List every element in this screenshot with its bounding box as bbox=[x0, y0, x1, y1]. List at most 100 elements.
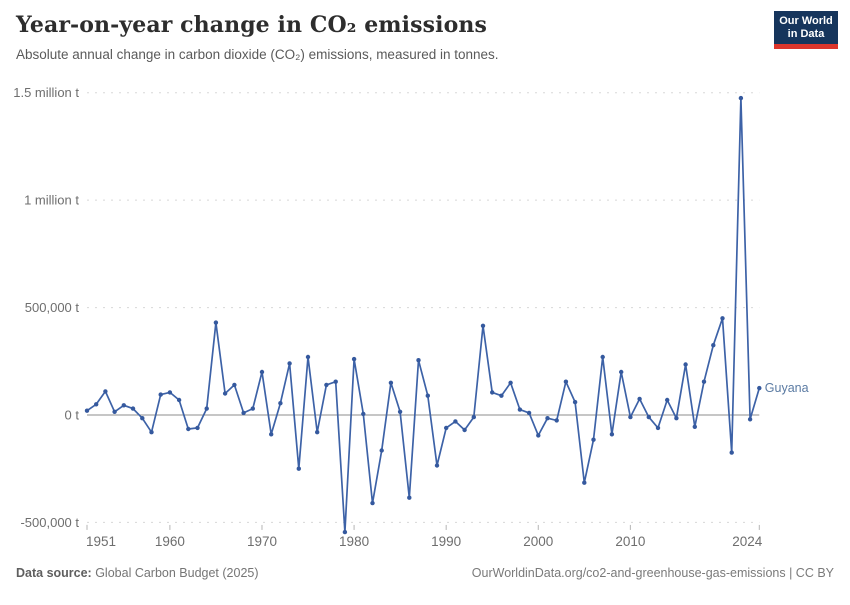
data-point-2011[interactable] bbox=[637, 396, 642, 402]
data-point-1999[interactable] bbox=[526, 410, 532, 416]
x-axis-label: 1951 bbox=[86, 534, 116, 549]
data-point-2014[interactable] bbox=[665, 397, 670, 403]
x-axis-label: 1960 bbox=[155, 534, 185, 549]
data-source-label: Data source: bbox=[16, 566, 92, 580]
chart-subtitle: Absolute annual change in carbon dioxide… bbox=[16, 47, 499, 62]
data-point-1979[interactable] bbox=[342, 529, 348, 535]
data-point-2004[interactable] bbox=[572, 399, 578, 405]
y-axis-label: 1 million t bbox=[24, 193, 79, 208]
data-point-1973[interactable] bbox=[287, 361, 292, 366]
data-point-1965[interactable] bbox=[213, 320, 219, 325]
chart-header: Year-on-year change in CO₂ emissions Abs… bbox=[16, 12, 834, 62]
data-point-1985[interactable] bbox=[397, 409, 403, 414]
data-point-1992[interactable] bbox=[462, 427, 467, 433]
data-point-2020[interactable] bbox=[720, 316, 725, 321]
data-point-1951[interactable] bbox=[84, 408, 90, 413]
x-axis-label: 2000 bbox=[523, 534, 553, 549]
y-axis-label: 1.5 million t bbox=[13, 85, 79, 100]
data-point-1982[interactable] bbox=[370, 500, 375, 506]
data-point-1990[interactable] bbox=[444, 425, 449, 431]
data-point-1986[interactable] bbox=[407, 495, 412, 500]
data-point-1991[interactable] bbox=[453, 419, 458, 424]
data-point-1983[interactable] bbox=[379, 448, 384, 453]
data-point-1955[interactable] bbox=[121, 403, 127, 408]
x-axis-label: 2010 bbox=[615, 534, 645, 549]
x-axis-label: 1970 bbox=[247, 534, 277, 549]
data-point-2003[interactable] bbox=[563, 379, 569, 384]
data-point-2023[interactable] bbox=[747, 417, 753, 422]
data-point-1980[interactable] bbox=[351, 356, 357, 362]
data-point-2019[interactable] bbox=[711, 343, 716, 348]
owid-logo-line1: Our World bbox=[779, 14, 833, 27]
data-point-1953[interactable] bbox=[103, 389, 108, 394]
data-point-1978[interactable] bbox=[333, 379, 338, 384]
data-point-1969[interactable] bbox=[250, 406, 255, 411]
data-point-1963[interactable] bbox=[195, 425, 200, 431]
y-axis-label: -500,000 t bbox=[20, 515, 79, 530]
data-point-1968[interactable] bbox=[241, 410, 246, 416]
y-axis-label: 0 t bbox=[65, 408, 80, 423]
data-point-1956[interactable] bbox=[130, 406, 136, 411]
data-point-2008[interactable] bbox=[609, 432, 615, 437]
data-point-2017[interactable] bbox=[692, 424, 697, 429]
data-point-1987[interactable] bbox=[416, 358, 421, 363]
owid-logo: Our World in Data bbox=[774, 11, 838, 49]
data-source-value: Global Carbon Budget (2025) bbox=[91, 566, 259, 580]
data-point-1964[interactable] bbox=[204, 406, 209, 411]
data-point-1957[interactable] bbox=[140, 416, 145, 421]
owid-logo-line2: in Data bbox=[787, 27, 825, 40]
data-point-1977[interactable] bbox=[324, 382, 329, 388]
data-point-2018[interactable] bbox=[701, 379, 707, 384]
data-point-1976[interactable] bbox=[315, 430, 320, 435]
data-point-1970[interactable] bbox=[259, 369, 265, 375]
entity-label[interactable]: Guyana bbox=[765, 381, 809, 395]
data-point-2010[interactable] bbox=[628, 414, 633, 420]
x-axis-label: 1990 bbox=[431, 534, 461, 549]
data-point-2006[interactable] bbox=[591, 437, 596, 442]
data-point-1958[interactable] bbox=[149, 430, 154, 435]
data-point-2002[interactable] bbox=[554, 418, 559, 423]
data-point-2009[interactable] bbox=[619, 369, 624, 375]
data-point-2022[interactable] bbox=[738, 95, 744, 101]
data-point-1984[interactable] bbox=[388, 380, 394, 385]
data-point-1975[interactable] bbox=[305, 354, 311, 360]
data-point-1960[interactable] bbox=[167, 390, 173, 395]
data-point-1981[interactable] bbox=[361, 411, 366, 417]
data-point-2012[interactable] bbox=[646, 414, 651, 420]
data-point-1974[interactable] bbox=[296, 466, 301, 471]
data-point-1989[interactable] bbox=[434, 463, 440, 468]
data-point-1967[interactable] bbox=[232, 382, 237, 388]
data-point-1959[interactable] bbox=[158, 392, 163, 397]
data-point-1962[interactable] bbox=[186, 426, 191, 432]
data-point-1988[interactable] bbox=[425, 393, 430, 398]
x-axis-label: 2024 bbox=[732, 534, 763, 549]
data-point-2016[interactable] bbox=[683, 362, 688, 367]
chart-footer: Data source: Global Carbon Budget (2025)… bbox=[16, 566, 834, 580]
data-point-2021[interactable] bbox=[729, 450, 734, 455]
data-point-1994[interactable] bbox=[480, 323, 486, 328]
data-point-1993[interactable] bbox=[471, 414, 476, 420]
data-point-1997[interactable] bbox=[508, 380, 513, 385]
page-title: Year-on-year change in CO₂ emissions bbox=[16, 12, 487, 38]
data-point-2007[interactable] bbox=[600, 354, 605, 360]
data-point-1952[interactable] bbox=[94, 402, 99, 407]
data-point-1995[interactable] bbox=[490, 390, 495, 395]
data-point-1971[interactable] bbox=[269, 432, 274, 437]
data-point-2000[interactable] bbox=[536, 433, 541, 438]
data-point-1998[interactable] bbox=[517, 407, 523, 412]
data-point-1972[interactable] bbox=[278, 401, 283, 406]
data-point-1954[interactable] bbox=[112, 409, 117, 414]
data-point-2005[interactable] bbox=[582, 480, 587, 485]
data-point-2015[interactable] bbox=[674, 416, 679, 421]
emissions-line bbox=[86, 97, 761, 533]
data-point-2001[interactable] bbox=[545, 416, 550, 421]
data-point-2024[interactable] bbox=[757, 385, 762, 391]
data-point-1996[interactable] bbox=[499, 393, 504, 398]
data-point-1966[interactable] bbox=[222, 391, 228, 396]
data-point-1961[interactable] bbox=[176, 397, 182, 403]
data-point-2013[interactable] bbox=[655, 425, 661, 431]
x-axis-label: 1980 bbox=[339, 534, 369, 549]
data-source: Data source: Global Carbon Budget (2025) bbox=[16, 566, 259, 580]
source-link[interactable]: OurWorldinData.org/co2-and-greenhouse-ga… bbox=[471, 566, 834, 580]
